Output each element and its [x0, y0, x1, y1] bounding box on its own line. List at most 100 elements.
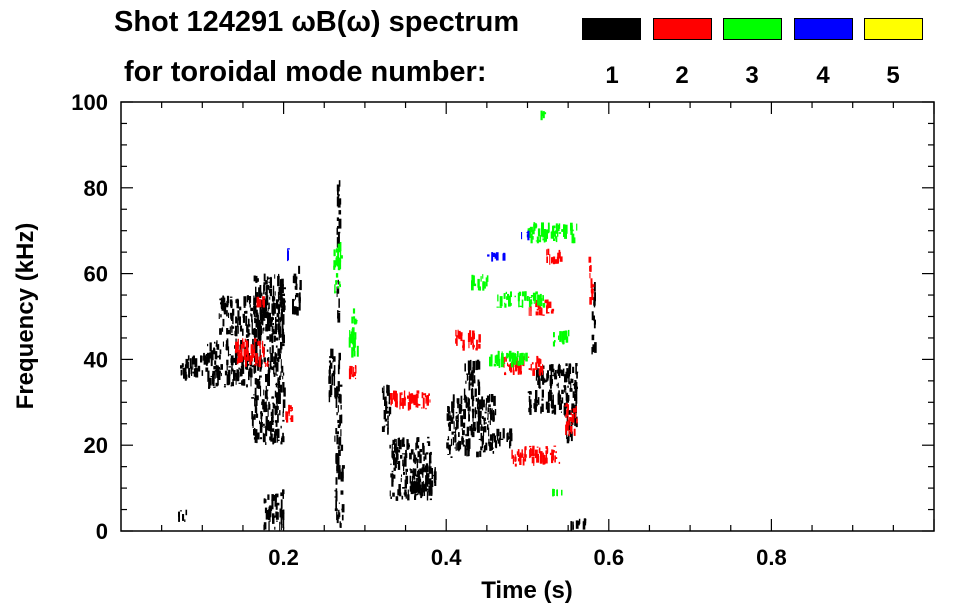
spectral-mark-mode-1 — [218, 313, 220, 319]
spectral-mark-mode-1 — [337, 279, 339, 285]
spectral-mark-mode-1 — [466, 448, 468, 456]
spectral-mark-mode-2 — [546, 312, 550, 314]
spectral-mark-mode-3 — [572, 233, 574, 240]
spectral-mark-mode-1 — [229, 354, 231, 356]
spectral-mark-mode-1 — [502, 428, 505, 439]
spectral-mark-mode-1 — [448, 421, 451, 431]
spectral-mark-mode-1 — [568, 431, 572, 434]
spectral-mark-mode-1 — [335, 398, 338, 408]
spectral-mark-mode-1 — [277, 348, 281, 356]
spectral-mark-mode-1 — [564, 414, 566, 417]
spectral-mark-mode-2 — [258, 299, 261, 306]
spectral-mark-mode-1 — [212, 379, 214, 386]
spectral-mark-mode-1 — [484, 422, 487, 424]
spectral-mark-mode-1 — [470, 382, 472, 385]
spectral-mark-mode-3 — [486, 279, 488, 287]
spectral-mark-mode-2 — [258, 356, 262, 368]
spectral-mark-mode-1 — [409, 475, 411, 484]
spectral-mark-mode-1 — [224, 370, 228, 376]
spectral-mark-mode-1 — [341, 504, 345, 513]
spectral-mark-mode-1 — [194, 368, 198, 374]
spectral-mark-mode-1 — [255, 287, 257, 299]
spectral-mark-mode-1 — [482, 450, 485, 453]
spectral-mark-mode-1 — [490, 410, 493, 420]
spectral-mark-mode-3 — [565, 332, 567, 343]
spectral-mark-mode-1 — [257, 325, 261, 331]
spectral-mark-mode-3 — [540, 228, 543, 237]
spectral-mark-mode-1 — [249, 369, 252, 377]
spectral-mark-mode-1 — [268, 511, 270, 521]
spectral-mark-mode-1 — [400, 455, 403, 459]
spectral-mark-mode-3 — [536, 236, 539, 244]
spectral-mark-mode-1 — [282, 509, 285, 520]
spectral-mark-mode-1 — [188, 361, 190, 373]
spectral-mark-mode-3 — [496, 306, 499, 308]
spectral-mark-mode-2 — [355, 377, 357, 380]
spectral-mark-mode-1 — [185, 358, 189, 369]
spectral-mark-mode-1 — [221, 300, 223, 309]
spectral-mark-mode-2 — [256, 363, 258, 367]
spectral-mark-mode-1 — [337, 405, 339, 413]
spectral-mark-mode-1 — [282, 436, 285, 443]
spectral-mark-mode-1 — [253, 355, 256, 363]
spectral-mark-mode-1 — [572, 391, 575, 398]
spectral-mark-mode-1 — [230, 333, 234, 336]
spectral-mark-mode-2 — [536, 308, 539, 311]
spectral-mark-mode-1 — [263, 426, 265, 428]
spectral-mark-mode-1 — [276, 312, 279, 318]
spectral-mark-mode-1 — [550, 364, 554, 373]
spectral-mark-mode-1 — [334, 508, 338, 512]
spectral-mark-mode-1 — [232, 379, 234, 385]
spectral-mark-mode-3 — [521, 299, 524, 308]
spectral-mark-mode-1 — [282, 432, 284, 438]
spectral-mark-mode-2 — [565, 414, 567, 418]
spectral-mark-mode-3 — [507, 293, 510, 298]
spectral-mark-mode-1 — [456, 398, 460, 403]
spectral-mark-mode-1 — [479, 410, 482, 419]
spectral-mark-mode-1 — [460, 415, 464, 419]
spectral-mark-mode-1 — [267, 494, 270, 500]
spectral-mark-mode-2 — [542, 314, 545, 316]
spectral-mark-mode-3 — [497, 350, 500, 362]
spectral-mark-mode-2 — [552, 256, 556, 265]
spectral-mark-mode-1 — [479, 450, 482, 457]
spectral-mark-mode-1 — [242, 313, 245, 318]
spectral-mark-mode-1 — [386, 406, 389, 409]
spectral-mark-mode-1 — [232, 313, 234, 325]
spectral-mark-mode-1 — [406, 443, 410, 449]
spectral-mark-mode-1 — [280, 499, 283, 509]
spectral-mark-mode-1 — [283, 300, 286, 303]
spectral-mark-mode-1 — [214, 360, 217, 365]
spectral-mark-mode-2 — [407, 395, 410, 399]
spectral-mark-mode-1 — [594, 342, 597, 353]
spectral-mark-mode-1 — [237, 318, 239, 328]
spectral-mark-mode-1 — [555, 370, 557, 377]
spectral-mark-mode-1 — [210, 375, 213, 377]
spectral-mark-mode-1 — [395, 496, 399, 501]
spectral-mark-mode-1 — [292, 299, 294, 310]
spectral-mark-mode-1 — [477, 361, 481, 370]
spectral-mark-mode-1 — [340, 404, 342, 410]
spectral-mark-mode-2 — [539, 306, 542, 308]
spectral-mark-mode-1 — [179, 510, 182, 512]
spectral-mark-mode-1 — [210, 358, 213, 367]
spectral-mark-mode-2 — [351, 366, 353, 377]
spectral-mark-mode-1 — [279, 319, 281, 329]
spectral-mark-mode-1 — [271, 498, 273, 505]
spectral-mark-mode-3 — [553, 231, 556, 237]
spectral-mark-mode-1 — [336, 286, 338, 297]
spectral-mark-mode-1 — [571, 403, 575, 412]
spectral-mark-mode-1 — [341, 465, 345, 469]
spectral-mark-mode-1 — [272, 513, 275, 524]
spectral-mark-mode-1 — [489, 434, 493, 441]
spectral-mark-mode-1 — [464, 363, 466, 372]
spectral-mark-mode-1 — [567, 370, 571, 377]
series-mode-4 — [287, 230, 530, 262]
spectral-mark-mode-1 — [238, 316, 241, 326]
spectral-mark-mode-1 — [452, 397, 455, 409]
spectral-mark-mode-1 — [231, 362, 233, 370]
spectral-mark-mode-1 — [277, 439, 280, 441]
spectral-mark-mode-1 — [220, 372, 222, 377]
spectral-mark-mode-2 — [412, 395, 414, 404]
spectral-mark-mode-1 — [341, 514, 344, 521]
